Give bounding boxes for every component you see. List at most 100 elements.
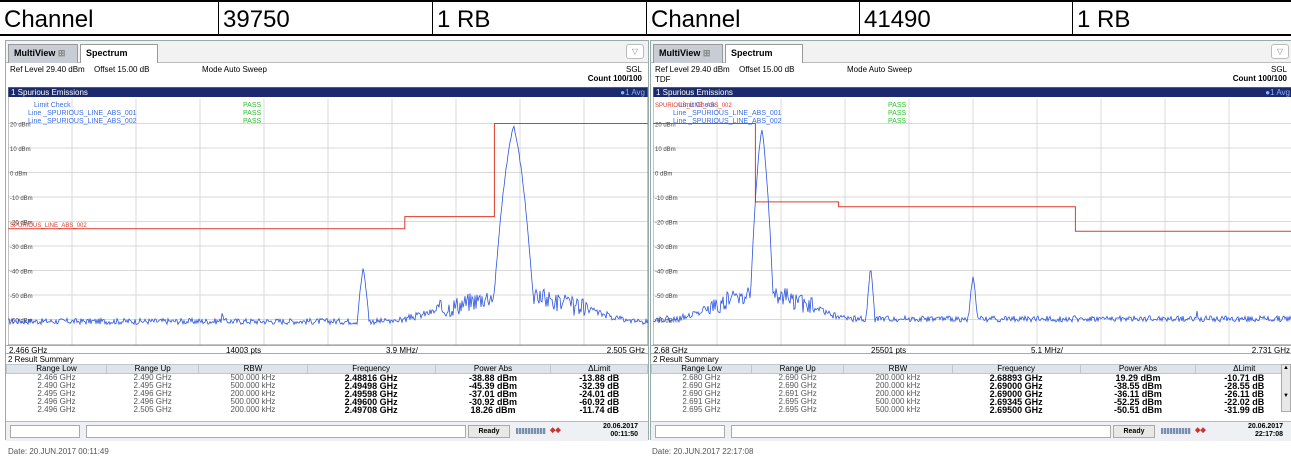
table-cell: -13.88 dB [579, 373, 620, 383]
table-cell: -60.92 dB [579, 397, 620, 407]
spectrum-chart[interactable]: 1 Spurious Emissions ●1 Avg 20 dBm 10 dBm 0 … [653, 87, 1291, 345]
table-row[interactable]: 2.466 GHz 2.490 GHz 500.000 kHz 2.48816 GHz… [7, 374, 648, 383]
table-row[interactable]: 2.490 GHz 2.495 GHz 500.000 kHz 2.49498 GHz… [7, 381, 648, 391]
table-cell: 18.26 dBm [470, 405, 516, 415]
table-cell: 2.490 GHz [37, 381, 76, 390]
stop-frequency: 2.731 GHz [1251, 346, 1290, 355]
scrollbar[interactable]: ▲ ▼ [1281, 364, 1291, 412]
sweep-mode: Mode Auto Sweep [202, 65, 267, 74]
y-tick-label: -40 dBm [10, 270, 33, 276]
sweep-mode: Mode Auto Sweep [847, 65, 912, 74]
limit-check-result: PASS [243, 118, 261, 125]
table-cell: 500.000 kHz [230, 373, 276, 382]
summary-title: 2 Result Summary [8, 355, 74, 364]
tab-bar: MultiView ⊞ Spectrum ▽ [651, 41, 1291, 63]
table-cell: -22.02 dB [1224, 397, 1265, 407]
table-cell: 2.690 GHz [682, 381, 721, 390]
start-frequency: 2.68 GHz [654, 346, 688, 355]
table-cell: 2.691 GHz [682, 397, 721, 406]
summary-title: 2 Result Summary [653, 355, 719, 364]
spectrum-chart[interactable]: 1 Spurious Emissions ●1 Avg 20 dBm 10 dBm 0 … [8, 87, 648, 345]
table-row[interactable]: 2.680 GHz 2.690 GHz 200.000 kHz 2.68893 GHz… [652, 374, 1291, 383]
table-row[interactable]: 2.496 GHz 2.496 GHz 500.000 kHz 2.49600 GHz… [7, 397, 648, 407]
span-per-division: 5.1 MHz/ [1031, 346, 1064, 355]
table-cell: 2.49598 GHz [344, 389, 398, 399]
table-cell: -37.01 dBm [468, 389, 518, 399]
start-frequency: 2.466 GHz [9, 346, 48, 355]
analyzer-panel-right: MultiView ⊞ Spectrum ▽ Ref Level 29.40 d… [650, 40, 1291, 441]
tdf-label: TDF [655, 75, 671, 84]
table-cell: -38.88 dBm [468, 373, 518, 383]
channel-value-left: 39750 [218, 2, 432, 36]
column-header: Power Abs [1079, 364, 1197, 374]
sweep-points: 14003 pts [226, 346, 262, 355]
frequency-axis-bar: 2.68 GHz 25501 pts 5.1 MHz/ 2.731 GHz [651, 345, 1291, 355]
table-cell: 19.29 dBm [1115, 373, 1161, 383]
timestamp: 20.06.2017 00:11:50 [602, 423, 638, 438]
table-cell: -50.51 dBm [1113, 405, 1163, 415]
table-cell: 200.000 kHz [875, 381, 921, 390]
table-cell: -38.55 dBm [1113, 381, 1163, 391]
ready-indicator: Ready [1113, 425, 1155, 438]
table-cell: 500.000 kHz [875, 405, 921, 414]
table-cell: 2.69345 GHz [989, 397, 1043, 407]
limit-line-label: SPURIOUS_LINE_ABS_002 [10, 223, 87, 229]
result-table: Range Low Range Up RBW Frequency Power Abs ΔL… [5, 364, 648, 415]
column-header: Frequency [951, 364, 1081, 374]
status-field-2 [86, 425, 466, 438]
tab-spectrum[interactable]: Spectrum [80, 44, 158, 63]
status-field-2 [731, 425, 1111, 438]
table-row[interactable]: 2.691 GHz 2.695 GHz 500.000 kHz 2.69345 GHz… [652, 397, 1291, 407]
table-cell: 2.496 GHz [133, 397, 172, 406]
window-title-bar [653, 87, 1291, 97]
table-cell: 2.495 GHz [133, 381, 172, 390]
window-title: 1 Spurious Emissions [656, 88, 733, 97]
table-cell: 2.495 GHz [37, 389, 76, 398]
y-tick-label: 20 dBm [655, 123, 676, 129]
y-tick-label: 0 dBm [10, 172, 27, 178]
status-field-1 [655, 425, 725, 438]
y-tick-label: 10 dBm [655, 147, 676, 153]
tab-bar: MultiView ⊞ Spectrum ▽ [6, 41, 648, 63]
table-row[interactable]: 2.695 GHz 2.695 GHz 500.000 kHz 2.69500 GHz… [652, 405, 1291, 415]
offset: Offset 15.00 dB [94, 65, 150, 74]
tab-dropdown-button[interactable]: ▽ [626, 44, 644, 59]
offset: Offset 15.00 dB [739, 65, 795, 74]
status-field-1 [10, 425, 80, 438]
result-summary: 2 Result Summary Range Low Range Up RBW Fre… [650, 355, 1291, 421]
channel-label-left: Channel [4, 6, 94, 33]
table-row[interactable]: 2.496 GHz 2.505 GHz 200.000 kHz 2.49708 GHz… [7, 405, 648, 415]
sgl-label: SGL [625, 65, 642, 74]
y-tick-label: -60 dBm [655, 319, 678, 325]
tab-dropdown-button[interactable]: ▽ [1271, 44, 1289, 59]
table-cell: 2.68893 GHz [989, 373, 1043, 383]
table-row[interactable]: 2.690 GHz 2.691 GHz 200.000 kHz 2.69000 GHz… [652, 389, 1291, 399]
table-cell: 200.000 kHz [875, 373, 921, 382]
y-tick-label: -20 dBm [10, 221, 33, 227]
table-cell: 2.695 GHz [778, 405, 817, 414]
y-tick-label: -50 dBm [655, 294, 678, 300]
table-row[interactable]: 2.495 GHz 2.496 GHz 200.000 kHz 2.49598 GHz… [7, 389, 648, 399]
tab-spectrum[interactable]: Spectrum [725, 44, 803, 63]
limit-check-label: Line _SPURIOUS_LINE_ABS_002 [673, 118, 782, 125]
table-cell: -31.99 dB [1224, 405, 1265, 415]
table-cell: 2.691 GHz [778, 389, 817, 398]
sweep-count: Count 100/100 [1232, 74, 1287, 83]
table-row[interactable]: 2.690 GHz 2.690 GHz 200.000 kHz 2.69000 GHz… [652, 381, 1291, 391]
limit-line [8, 123, 648, 230]
sweep-points: 25501 pts [871, 346, 907, 355]
tab-multiview[interactable]: MultiView ⊞ [653, 44, 723, 63]
column-header: Power Abs [434, 364, 552, 374]
tab-multiview[interactable]: MultiView ⊞ [8, 44, 78, 63]
spectrum-trace [8, 125, 648, 326]
ready-indicator: Ready [468, 425, 510, 438]
limit-check-label: Limit Check [679, 102, 716, 109]
limit-check-label: Line _SPURIOUS_LINE_ABS_001 [28, 110, 137, 117]
chart-frame [653, 87, 1291, 345]
table-cell: -24.01 dB [579, 389, 620, 399]
table-cell: 2.690 GHz [682, 389, 721, 398]
table-cell: 2.680 GHz [682, 373, 721, 382]
table-cell: 2.690 GHz [778, 381, 817, 390]
trace-avg-label: ●1 Avg [620, 88, 645, 97]
y-tick-label: 20 dBm [10, 123, 31, 129]
